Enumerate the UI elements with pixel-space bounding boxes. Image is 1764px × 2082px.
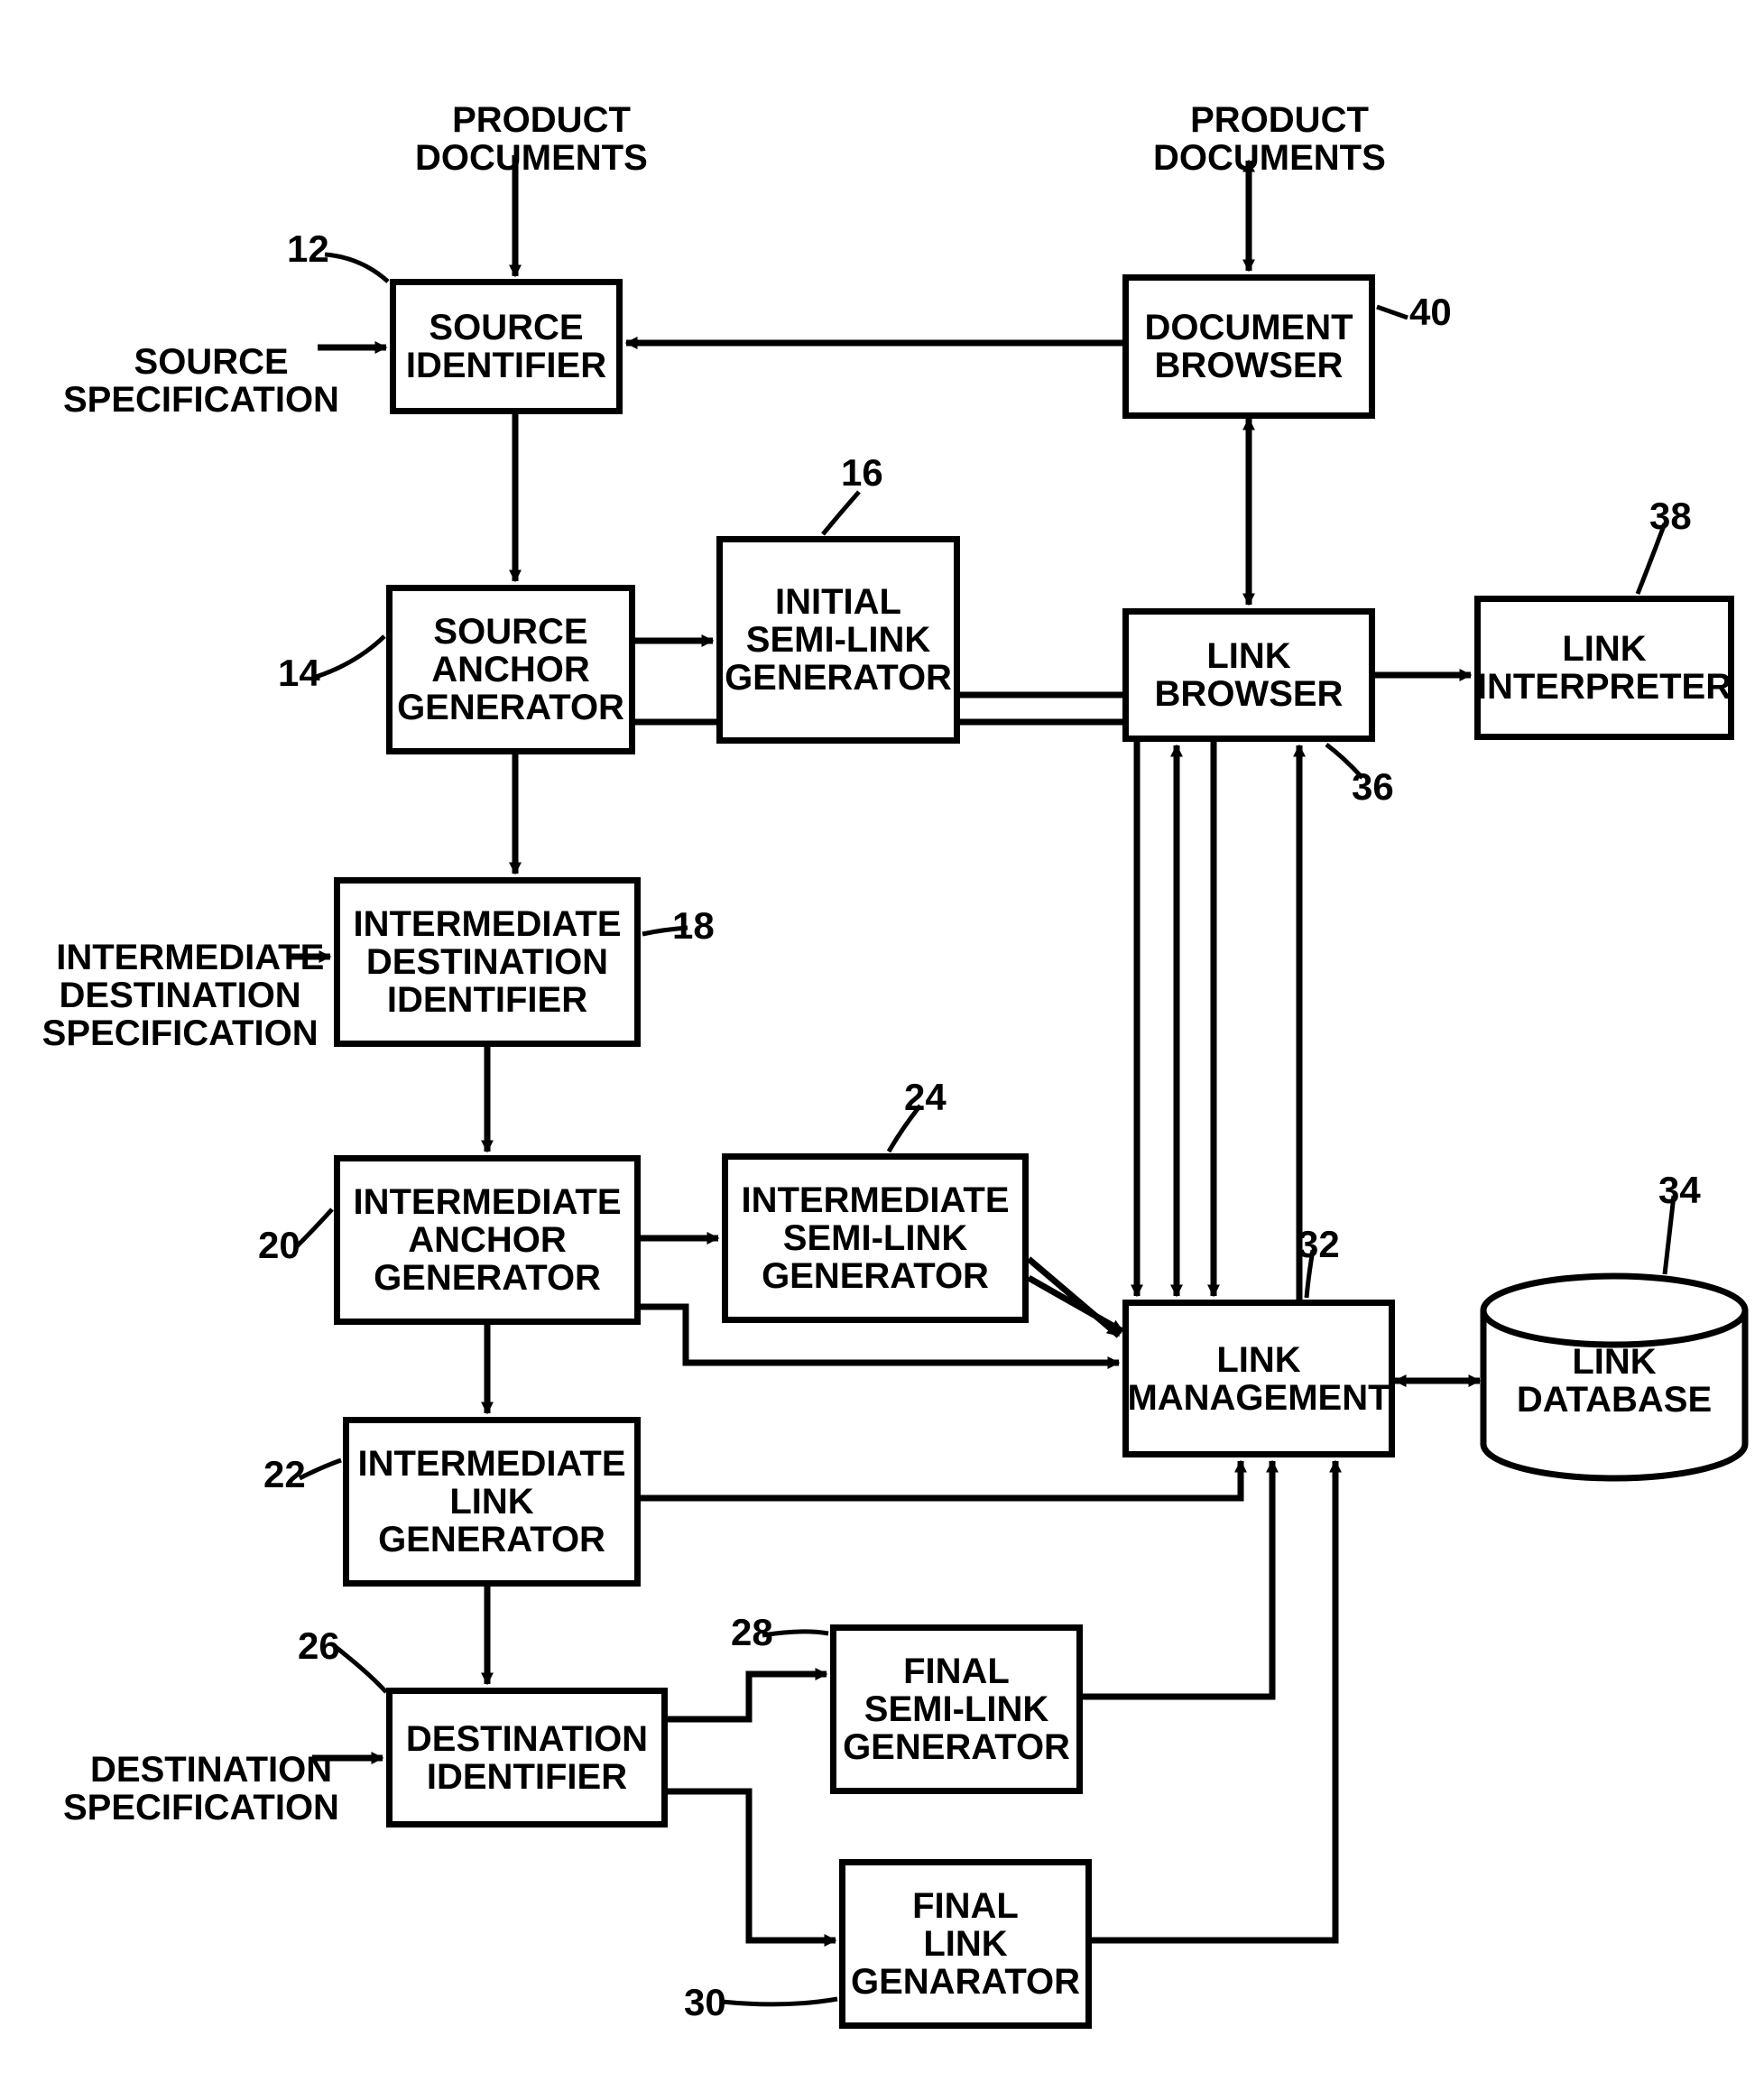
label: INTERMEDIATESEMI-LINKGENERATOR <box>741 1181 1009 1295</box>
ref-14: 14 <box>278 652 320 695</box>
ref-24: 24 <box>904 1076 947 1119</box>
ref-34: 34 <box>1658 1169 1701 1212</box>
label: LINKBROWSER <box>1155 637 1344 713</box>
label: LINKINTERPRETER <box>1477 630 1732 706</box>
label: DOCUMENTBROWSER <box>1144 309 1353 384</box>
node-final-semilink-generator: FINALSEMI-LINKGENERATOR <box>830 1624 1083 1794</box>
node-intermediate-anchor-generator: INTERMEDIATEANCHORGENERATOR <box>334 1155 641 1325</box>
ref-30: 30 <box>684 1981 726 2024</box>
node-source-anchor-generator: SOURCEANCHORGENERATOR <box>386 585 635 754</box>
ref-40: 40 <box>1409 291 1452 334</box>
ref-18: 18 <box>672 904 715 948</box>
ref-38: 38 <box>1649 495 1692 538</box>
label: SOURCEANCHORGENERATOR <box>397 613 624 726</box>
label: INITIALSEMI-LINKGENERATOR <box>725 583 952 697</box>
label: LINKDATABASE <box>1517 1342 1712 1420</box>
label: FINALSEMI-LINKGENERATOR <box>843 1652 1070 1766</box>
node-link-browser: LINKBROWSER <box>1122 608 1375 742</box>
label-destination-specification: DESTINATIONSPECIFICATION <box>63 1713 339 1827</box>
ref-28: 28 <box>731 1611 773 1654</box>
ref-26: 26 <box>298 1624 340 1668</box>
node-intermediate-link-generator: INTERMEDIATELINKGENERATOR <box>343 1417 641 1587</box>
label: LINKMANAGEMENT <box>1127 1341 1390 1417</box>
label: INTERMEDIATELINKGENERATOR <box>357 1445 625 1559</box>
ref-20: 20 <box>258 1224 300 1267</box>
label: SOURCEIDENTIFIER <box>406 309 606 384</box>
label-source-specification: SOURCESPECIFICATION <box>63 305 339 419</box>
label: FINALLINKGENARATOR <box>851 1887 1080 2001</box>
node-final-link-generator: FINALLINKGENARATOR <box>839 1859 1092 2029</box>
ref-22: 22 <box>263 1453 306 1496</box>
node-link-database: LINKDATABASE <box>1483 1343 1745 1419</box>
ref-16: 16 <box>841 451 883 495</box>
node-document-browser: DOCUMENTBROWSER <box>1122 274 1375 419</box>
label-product-documents-right: PRODUCTDOCUMENTS <box>1153 63 1386 177</box>
label: INTERMEDIATEANCHORGENERATOR <box>353 1183 621 1297</box>
node-intermediate-semilink-generator: INTERMEDIATESEMI-LINKGENERATOR <box>722 1153 1029 1323</box>
node-intermediate-destination-identifier: INTERMEDIATEDESTINATIONIDENTIFIER <box>334 877 641 1047</box>
node-initial-semilink-generator: INITIALSEMI-LINKGENERATOR <box>716 536 960 744</box>
label: DESTINATIONIDENTIFIER <box>406 1720 648 1796</box>
ref-32: 32 <box>1298 1223 1340 1266</box>
label-intermediate-destination-specification: INTERMEDIATEDESTINATIONSPECIFICATION <box>36 901 324 1052</box>
ref-12: 12 <box>287 227 329 271</box>
label: INTERMEDIATEDESTINATIONIDENTIFIER <box>353 905 621 1019</box>
node-destination-identifier: DESTINATIONIDENTIFIER <box>386 1688 668 1828</box>
node-link-management: LINKMANAGEMENT <box>1122 1300 1395 1457</box>
ref-36: 36 <box>1352 765 1394 809</box>
node-link-interpreter: LINKINTERPRETER <box>1474 596 1734 740</box>
node-source-identifier: SOURCEIDENTIFIER <box>390 279 623 414</box>
label-product-documents-left: PRODUCTDOCUMENTS <box>415 63 648 177</box>
